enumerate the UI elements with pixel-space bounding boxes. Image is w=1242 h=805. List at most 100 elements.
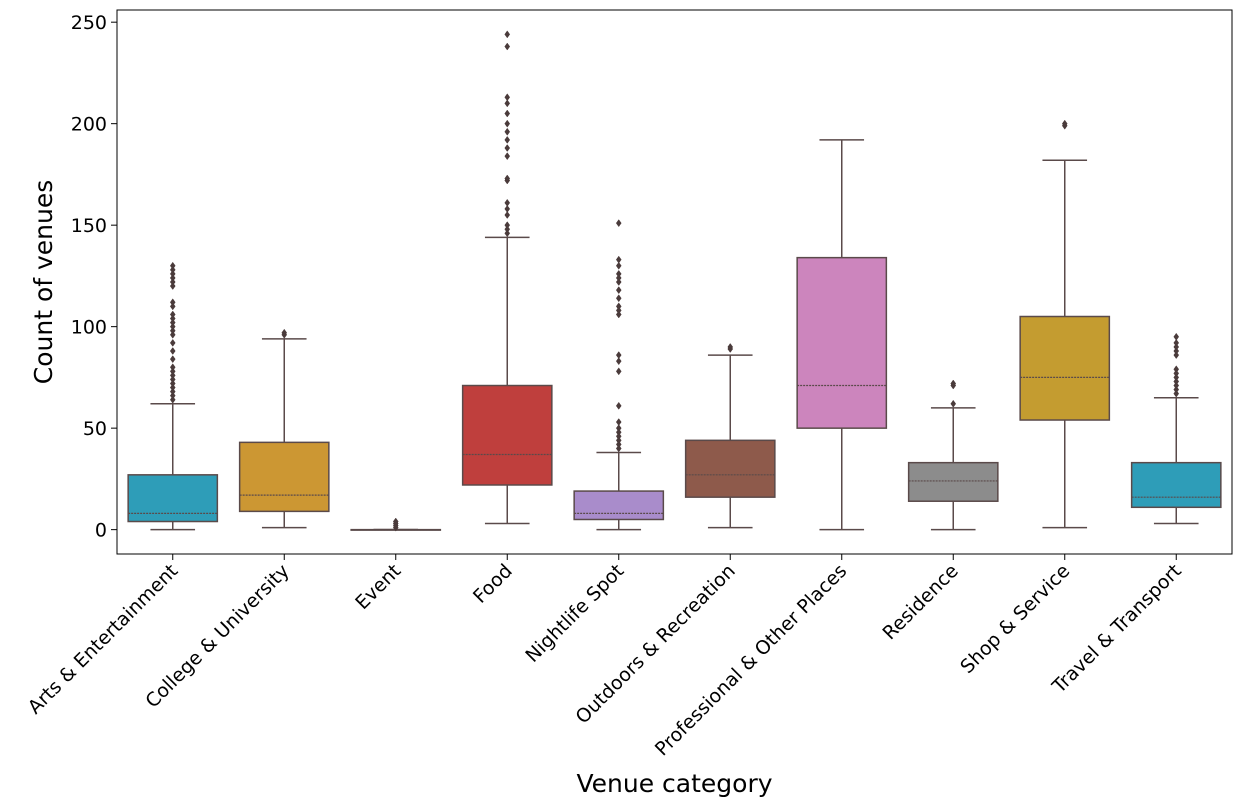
x-tick-label: Nightlife Spot: [521, 560, 628, 667]
outlier-point: [504, 109, 511, 118]
outlier-point: [615, 351, 622, 360]
outlier-point: [615, 269, 622, 278]
outlier-point: [169, 318, 176, 327]
box-group: [350, 517, 442, 532]
outlier-point: [615, 440, 622, 449]
outlier-point: [169, 302, 176, 311]
outlier-point: [169, 338, 176, 347]
outlier-point: [169, 371, 176, 380]
outlier-point: [169, 282, 176, 290]
outlier-point: [169, 395, 176, 404]
box-group: [1130, 332, 1222, 525]
outlier-point: [504, 174, 511, 183]
outlier-point: [615, 255, 622, 264]
outlier-point: [615, 424, 622, 433]
x-axis-title: Venue category: [576, 769, 772, 798]
x-tick-label: Food: [469, 560, 517, 608]
outlier-point: [615, 219, 622, 228]
outlier-point: [169, 367, 176, 376]
outlier-point: [504, 135, 511, 144]
outlier-point: [504, 152, 511, 161]
outlier-point: [169, 265, 176, 274]
outlier-point: [615, 278, 622, 286]
box-group: [684, 343, 776, 529]
outlier-point: [169, 269, 176, 278]
outlier-point: [727, 343, 734, 351]
x-tick-label: Event: [351, 560, 405, 614]
outlier-point: [169, 322, 176, 331]
outlier-point: [169, 274, 176, 282]
outlier-point: [504, 93, 511, 102]
y-tick-label: 150: [71, 215, 107, 237]
outlier-point: [504, 204, 511, 213]
outlier-point: [169, 298, 176, 307]
box-group: [1019, 119, 1111, 529]
outlier-point: [169, 261, 176, 270]
outlier-point: [169, 383, 176, 392]
box-group: [461, 30, 553, 525]
outlier-point: [1173, 381, 1180, 390]
outlier-point: [392, 517, 399, 526]
y-tick-label: 200: [71, 114, 107, 136]
plot-frame: [116, 9, 1233, 555]
box: [461, 384, 553, 486]
outlier-point: [950, 399, 957, 408]
outlier-point: [615, 432, 622, 441]
outlier-point: [1173, 338, 1180, 347]
outlier-point: [504, 127, 511, 136]
outlier-point: [504, 221, 511, 230]
outlier-point: [615, 294, 622, 303]
outlier-point: [615, 436, 622, 445]
outlier-point: [504, 30, 511, 39]
outlier-point: [169, 347, 176, 355]
outlier-point: [169, 391, 176, 400]
outlier-point: [1173, 343, 1180, 351]
outlier-point: [1173, 365, 1180, 374]
outlier-point: [615, 401, 622, 410]
outlier-point: [504, 211, 511, 219]
box-group: [573, 219, 665, 531]
outlier-point: [169, 330, 176, 339]
outlier-point: [504, 198, 511, 207]
outlier-point: [504, 229, 511, 238]
outlier-point: [615, 428, 622, 437]
box-group: [796, 139, 888, 531]
outlier-point: [504, 99, 511, 108]
outlier-point: [1173, 332, 1180, 341]
outlier-point: [615, 274, 622, 282]
outlier-point: [169, 387, 176, 396]
outlier-point: [169, 379, 176, 388]
outlier-point: [1173, 369, 1180, 378]
x-tick-label: Shop & Service: [956, 560, 1074, 678]
outlier-point: [615, 418, 622, 426]
y-tick-label: 0: [95, 520, 107, 542]
box: [1019, 315, 1111, 421]
outlier-point: [615, 444, 622, 453]
outlier-point: [1173, 389, 1180, 398]
outlier-point: [615, 306, 622, 315]
outlier-point: [504, 225, 511, 234]
box: [796, 256, 888, 429]
outlier-point: [169, 314, 176, 323]
outlier-point: [1173, 373, 1180, 382]
outlier-point: [1173, 377, 1180, 386]
y-tick-label: 100: [71, 317, 107, 339]
outlier-point: [169, 363, 176, 372]
box: [127, 474, 219, 523]
outlier-point: [281, 328, 288, 337]
x-tick-label: Residence: [879, 560, 963, 644]
outlier-point: [504, 42, 511, 51]
outlier-point: [615, 302, 622, 311]
box: [238, 441, 330, 513]
outlier-point: [504, 144, 511, 152]
x-tick-label: Professional & Other Places: [651, 560, 851, 760]
box: [573, 490, 665, 521]
box: [684, 439, 776, 498]
outlier-point: [615, 286, 622, 295]
outlier-point: [615, 310, 622, 319]
plot-area: [127, 30, 1222, 532]
outlier-point: [1061, 119, 1068, 128]
y-axis-title: Count of venues: [29, 180, 58, 385]
